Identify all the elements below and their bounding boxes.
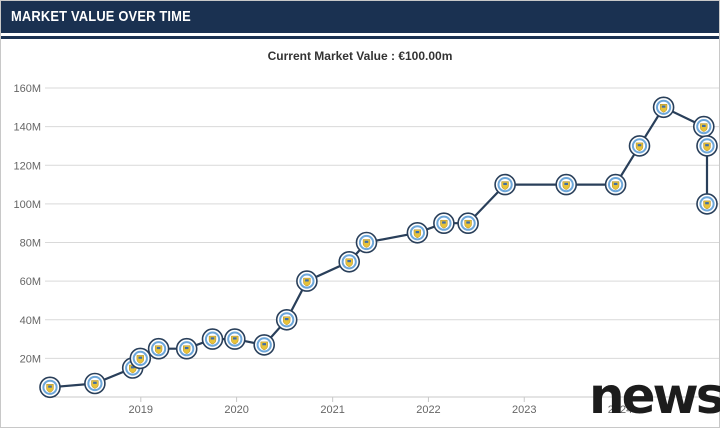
crest-detail (364, 240, 369, 243)
x-tick-label: 2020 (224, 404, 248, 416)
data-point-marker[interactable] (253, 334, 276, 356)
data-point-marker[interactable] (628, 135, 651, 157)
x-tick-label: 2019 (129, 404, 153, 416)
crest-detail (284, 318, 289, 321)
crest-detail (702, 124, 706, 127)
crest-detail (661, 105, 666, 108)
club-crest-icon (703, 142, 711, 152)
club-crest-icon (611, 181, 620, 190)
crest-detail (442, 221, 446, 224)
club-crest-icon (464, 219, 472, 229)
x-tick-label: 2024 (608, 404, 632, 416)
crest-detail (503, 182, 507, 185)
x-axis-ticks: 2019 2020 2021 2022 2023 2024 (129, 397, 632, 416)
data-point-marker[interactable] (296, 270, 318, 292)
y-tick-label: 100M (13, 199, 41, 211)
y-axis-ticks: 20M 40M 60M 80M 100M 120M 140M 160M (13, 83, 41, 365)
y-tick-label: 60M (20, 276, 41, 288)
crest-detail (637, 144, 642, 147)
crest-detail (210, 337, 215, 340)
crest-detail (138, 356, 143, 359)
club-crest-icon (501, 181, 509, 190)
data-point-marker[interactable] (494, 173, 516, 196)
panel-title: Market value over time (11, 8, 191, 25)
news-watermark: news (589, 367, 720, 425)
crest-detail (156, 346, 161, 350)
club-crest-icon (362, 239, 371, 248)
crest-detail (415, 231, 420, 234)
data-point-marker[interactable] (355, 231, 378, 254)
crest-detail (93, 381, 97, 384)
chart-subtitle: Current Market Value : €100.00m (268, 49, 453, 63)
crest-detail (347, 260, 351, 263)
y-tick-label: 140M (13, 122, 41, 134)
data-point-marker[interactable] (147, 337, 170, 360)
y-tick-label: 20M (20, 353, 41, 365)
data-point-marker[interactable] (696, 193, 718, 215)
data-point-marker[interactable] (175, 337, 198, 360)
x-tick-label: 2021 (320, 404, 344, 416)
data-point-marker[interactable] (555, 173, 578, 196)
club-crest-icon (562, 181, 570, 190)
x-tick-label: 2022 (416, 404, 440, 416)
data-point-marker[interactable] (39, 376, 61, 399)
y-tick-label: 40M (20, 315, 41, 327)
crest-detail (466, 221, 470, 224)
data-point-marker[interactable] (696, 135, 718, 157)
data-point-marker[interactable] (652, 96, 675, 119)
data-point-marker[interactable] (201, 328, 224, 350)
data-points (39, 96, 718, 399)
data-point-marker[interactable] (84, 372, 106, 395)
crest-detail (564, 182, 568, 185)
crest-detail (184, 346, 189, 350)
crest-detail (705, 144, 709, 147)
crest-detail (305, 279, 309, 282)
club-crest-icon (635, 142, 644, 152)
crest-detail (705, 202, 709, 205)
data-point-marker[interactable] (224, 328, 246, 350)
data-point-marker[interactable] (692, 115, 715, 138)
crest-detail (262, 343, 266, 346)
crest-detail (130, 366, 135, 369)
x-tick-label: 2023 (512, 404, 536, 416)
crest-detail (233, 337, 237, 340)
crest-detail (613, 182, 618, 185)
data-point-marker[interactable] (604, 173, 627, 196)
data-point-marker[interactable] (433, 212, 455, 234)
y-tick-label: 160M (13, 83, 41, 95)
y-tick-label: 120M (13, 160, 41, 172)
data-point-marker[interactable] (457, 212, 479, 234)
club-crest-icon (703, 200, 711, 210)
data-point-marker[interactable] (406, 222, 429, 244)
crest-detail (48, 385, 52, 388)
y-tick-label: 80M (20, 238, 41, 250)
club-crest-icon (440, 219, 448, 229)
data-point-marker[interactable] (338, 250, 361, 273)
grid-lines (45, 87, 719, 359)
club-crest-icon (659, 104, 668, 113)
panel-header: Market value over time (1, 1, 719, 36)
club-crest-icon (413, 229, 422, 239)
data-point-marker[interactable] (275, 308, 298, 331)
data-point-marker[interactable] (129, 347, 152, 370)
